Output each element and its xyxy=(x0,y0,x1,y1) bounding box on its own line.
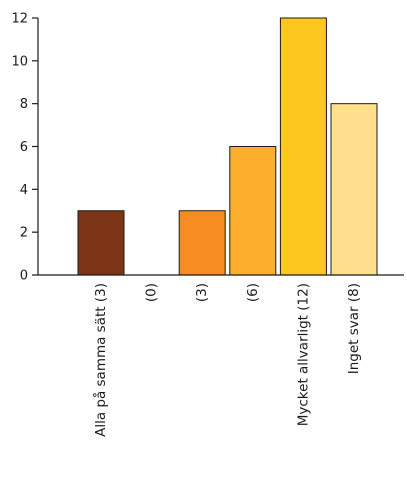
labels-layer: 0 2 4 6 8 10 12 Alla på samma sätt (3) (0) (3) (6)… xyxy=(11,12,362,437)
x-category-label: (3) xyxy=(194,283,210,302)
y-tick-label: 0 xyxy=(20,269,28,284)
y-tick-label: 6 xyxy=(20,140,28,155)
bar-0 xyxy=(77,210,125,276)
y-tick-label: 4 xyxy=(20,183,28,198)
x-category-label: Inget svar (8) xyxy=(346,283,362,374)
x-category-label: (6) xyxy=(245,283,261,302)
x-category-label: (0) xyxy=(144,283,160,302)
bar-2 xyxy=(178,210,226,276)
x-category-label: Mycket allvarligt (12) xyxy=(295,283,311,426)
y-tick-label: 2 xyxy=(20,226,28,241)
axes-layer xyxy=(32,17,404,276)
bar-4 xyxy=(279,17,327,276)
y-tick-label: 10 xyxy=(11,54,28,69)
y-tick-label: 8 xyxy=(20,97,28,112)
bar-5 xyxy=(330,103,378,276)
x-category-label: Alla på samma sätt (3) xyxy=(92,283,109,437)
bar-3 xyxy=(229,146,277,276)
y-tick-label: 12 xyxy=(11,12,28,27)
bars-layer xyxy=(77,17,378,276)
